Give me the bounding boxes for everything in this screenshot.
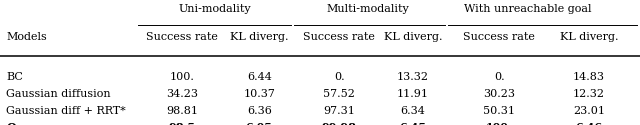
Text: 13.32: 13.32: [397, 72, 429, 83]
Text: Success rate: Success rate: [147, 32, 218, 42]
Text: 50.31: 50.31: [483, 106, 515, 116]
Text: 34.23: 34.23: [166, 89, 198, 99]
Text: BC: BC: [6, 72, 23, 83]
Text: 57.52: 57.52: [323, 89, 355, 99]
Text: 0.: 0.: [334, 72, 344, 83]
Text: 6.44: 6.44: [247, 72, 271, 83]
Text: 6.05: 6.05: [246, 122, 273, 125]
Text: Ours: Ours: [6, 122, 36, 125]
Text: 6.45: 6.45: [399, 122, 426, 125]
Text: Gaussian diffusion: Gaussian diffusion: [6, 89, 111, 99]
Text: 11.91: 11.91: [397, 89, 429, 99]
Text: 10.37: 10.37: [243, 89, 275, 99]
Text: 97.31: 97.31: [323, 106, 355, 116]
Text: KL diverg.: KL diverg.: [383, 32, 442, 42]
Text: 100.: 100.: [486, 122, 513, 125]
Text: KL diverg.: KL diverg.: [559, 32, 618, 42]
Text: Models: Models: [6, 32, 47, 42]
Text: Multi-modality: Multi-modality: [326, 4, 410, 14]
Text: Success rate: Success rate: [303, 32, 375, 42]
Text: 6.34: 6.34: [401, 106, 425, 116]
Text: Gaussian diff + RRT*: Gaussian diff + RRT*: [6, 106, 126, 116]
Text: Success rate: Success rate: [463, 32, 535, 42]
Text: 6.36: 6.36: [247, 106, 271, 116]
Text: Uni-modality: Uni-modality: [178, 4, 251, 14]
Text: 6.46: 6.46: [575, 122, 602, 125]
Text: 100.: 100.: [170, 72, 195, 83]
Text: 12.32: 12.32: [573, 89, 605, 99]
Text: 14.83: 14.83: [573, 72, 605, 83]
Text: 30.23: 30.23: [483, 89, 515, 99]
Text: 23.01: 23.01: [573, 106, 605, 116]
Text: 0.: 0.: [494, 72, 504, 83]
Text: With unreachable goal: With unreachable goal: [464, 4, 592, 14]
Text: 98.81: 98.81: [166, 106, 198, 116]
Text: 98.5: 98.5: [169, 122, 196, 125]
Text: 99.98: 99.98: [322, 122, 356, 125]
Text: KL diverg.: KL diverg.: [230, 32, 289, 42]
